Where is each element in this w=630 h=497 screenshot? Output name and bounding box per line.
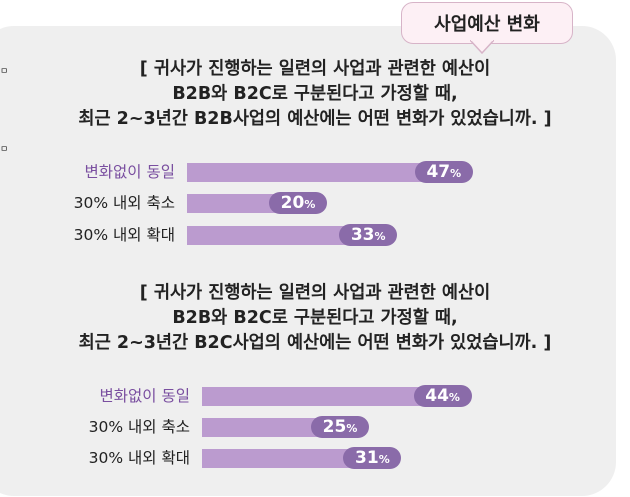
chart-title-b2c: [ 귀사가 진행하는 일련의 사업과 관련한 예산이 B2B와 B2C로 구분된…: [0, 281, 630, 356]
edge-mark: ㅁ: [0, 67, 9, 77]
chart-title-line: [ 귀사가 진행하는 일련의 사업과 관련한 예산이: [139, 59, 491, 79]
category-label: 30% 내외 축소: [88, 418, 190, 436]
tab-pointer: [470, 40, 494, 54]
value-label: 33%: [339, 224, 398, 246]
bar: [187, 225, 366, 245]
section-tab: 사업예산 변화: [401, 2, 573, 44]
chart-title-line: B2B와 B2C로 구분된다고 가정할 때,: [172, 308, 458, 328]
chart-title-line: 최근 2~3년간 B2C사업의 예산에는 어떤 변화가 있었습니까. ]: [78, 333, 552, 353]
value-label: 44%: [413, 385, 472, 407]
bar: [202, 448, 370, 468]
edge-mark: ㅁ: [0, 145, 9, 155]
value-label: 25%: [311, 416, 369, 438]
category-label: 변화없이 동일: [99, 387, 191, 405]
chart-title-line: 최근 2~3년간 B2B사업의 예산에는 어떤 변화가 있었습니까. ]: [78, 109, 552, 129]
chart-title-line: B2B와 B2C로 구분된다고 가정할 때,: [172, 84, 458, 104]
category-label: 변화없이 동일: [84, 163, 176, 181]
category-label: 30% 내외 확대: [88, 449, 190, 467]
bar: [187, 193, 295, 213]
category-label: 30% 내외 축소: [73, 194, 175, 212]
category-label: 30% 내외 확대: [73, 226, 175, 244]
bar: [202, 386, 440, 406]
value-label: 31%: [343, 447, 402, 469]
bar: [187, 162, 441, 182]
value-label: 47%: [414, 161, 473, 183]
chart-title-line: [ 귀사가 진행하는 일련의 사업과 관련한 예산이: [139, 283, 491, 303]
value-label: 20%: [269, 192, 327, 214]
bar: [202, 417, 337, 437]
chart-title-b2b: [ 귀사가 진행하는 일련의 사업과 관련한 예산이 B2B와 B2C로 구분된…: [0, 57, 630, 132]
section-tab-label: 사업예산 변화: [434, 14, 540, 35]
